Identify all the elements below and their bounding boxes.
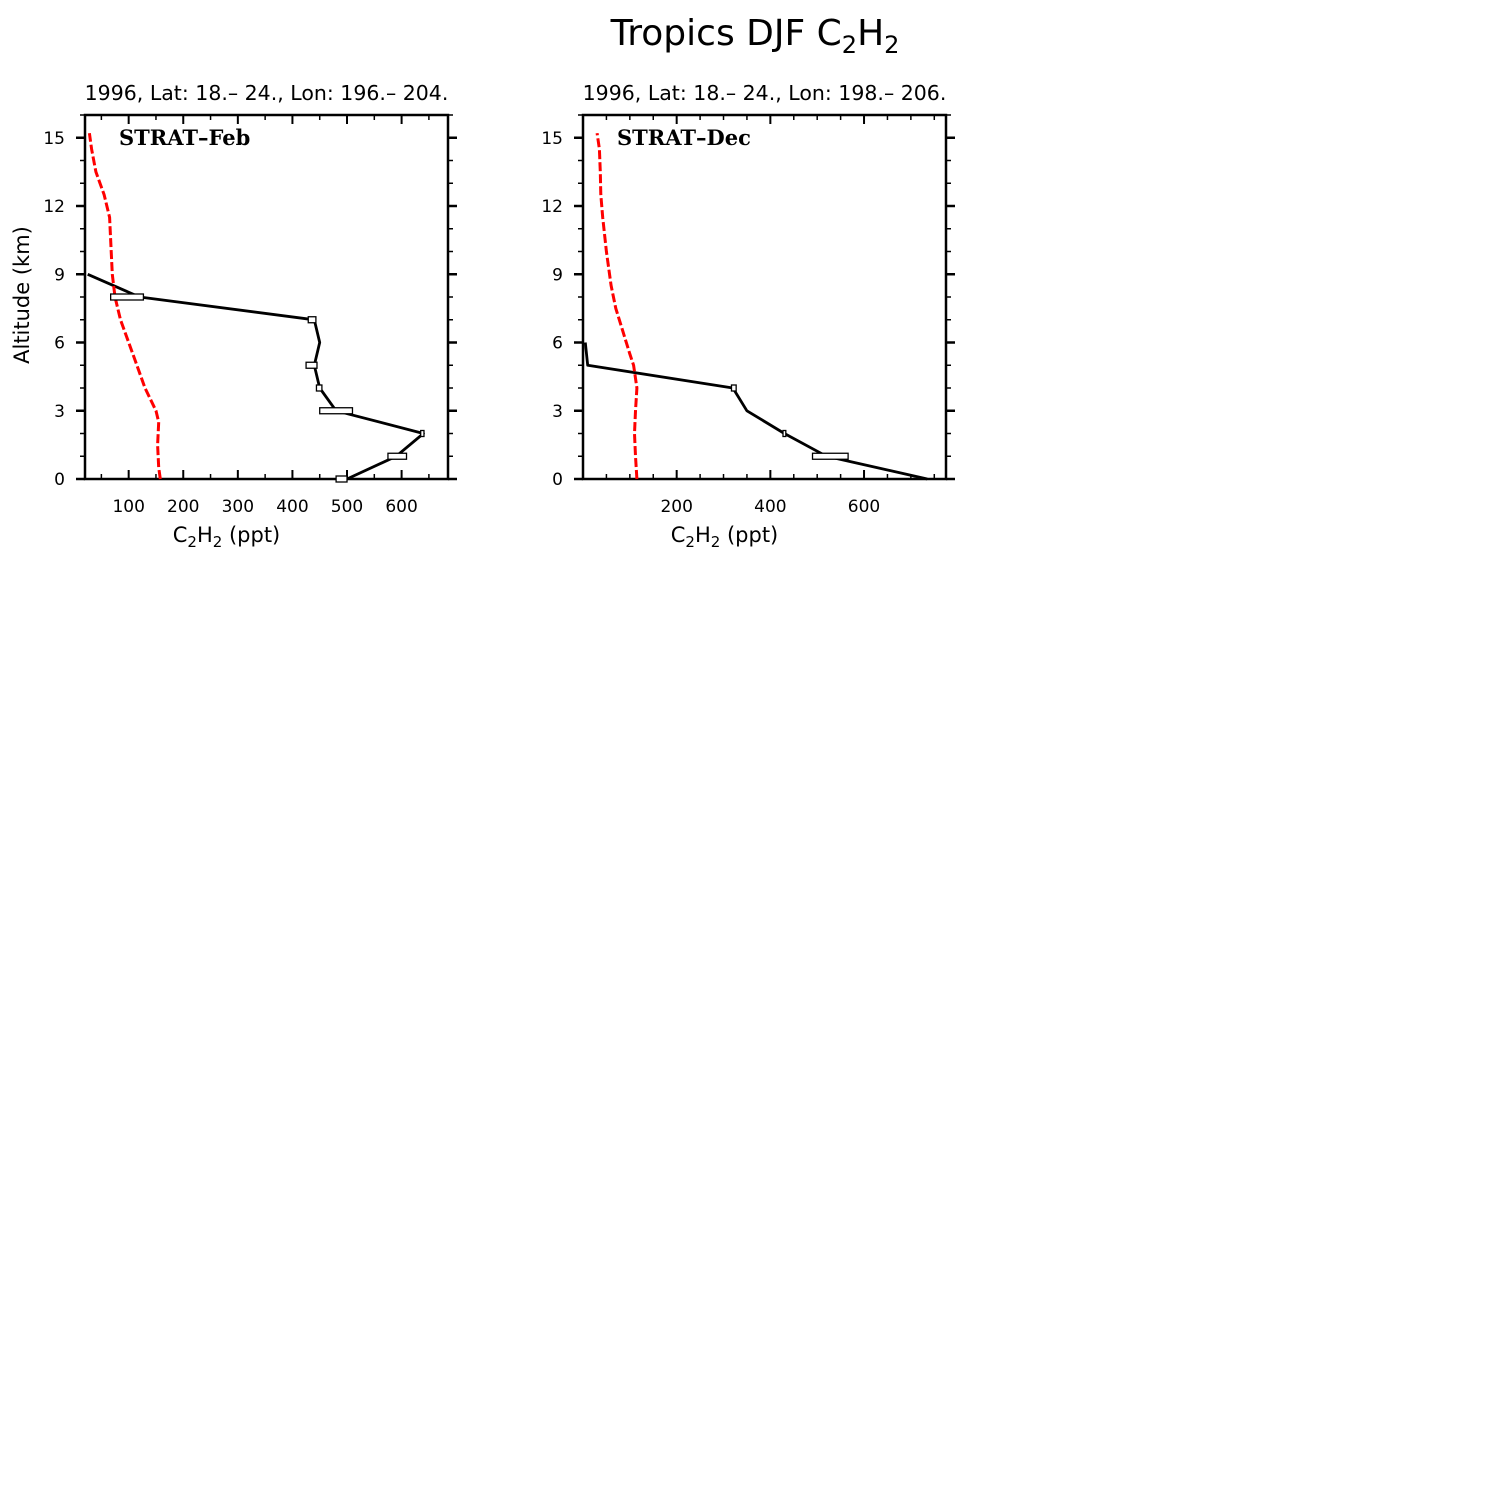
panel-label: STRAT–Feb [119, 125, 250, 150]
x-tick-label: 400 [754, 497, 786, 517]
y-tick-label: 9 [54, 265, 65, 285]
error-bar-box [811, 452, 849, 460]
error-bar-box [782, 429, 787, 438]
y-tick-label: 9 [552, 265, 563, 285]
y-tick-label: 0 [54, 470, 65, 490]
panel-subtitle: 1996, Lat: 18.– 24., Lon: 196.– 204. [85, 81, 449, 105]
error-bar-box [305, 361, 318, 369]
x-tick-label: 600 [385, 497, 417, 517]
y-tick-label: 6 [54, 334, 65, 354]
chart-panel-2: 1996, Lat: 18.– 24., Lon: 198.– 206. 200 4… [541, 81, 955, 551]
panel-subtitle: 1996, Lat: 18.– 24., Lon: 198.– 206. [583, 81, 947, 105]
y-tick-label: 3 [552, 402, 563, 422]
x-tick-label: 300 [222, 497, 254, 517]
model-profile-line [595, 132, 639, 480]
x-tick-label: 500 [331, 497, 363, 517]
error-bar-box [730, 384, 737, 392]
y-tick-label: 0 [552, 470, 563, 490]
x-axis-label: C2H2 (ppt) [671, 523, 779, 551]
error-bar-box [315, 384, 323, 392]
x-tick-label: 100 [112, 497, 144, 517]
y-tick-label: 15 [541, 129, 563, 149]
model-profile-line [87, 132, 162, 480]
error-bar-box [420, 429, 425, 438]
y-tick-label: 12 [43, 197, 65, 217]
x-tick-label: 400 [276, 497, 308, 517]
x-axis-label: C2H2 (ppt) [173, 523, 281, 551]
chart-panel-1: 1996, Lat: 18.– 24., Lon: 196.– 204. 100 2… [10, 81, 457, 551]
figure-title: Tropics DJF C2H2 [610, 13, 900, 59]
error-bar-box [110, 293, 145, 301]
x-tick-label: 200 [660, 497, 692, 517]
y-tick-label: 6 [552, 334, 563, 354]
y-tick-label: 3 [54, 402, 65, 422]
observed-profile-line [87, 273, 425, 481]
y-axis-label: Altitude (km) [10, 226, 34, 364]
x-tick-label: 200 [167, 497, 199, 517]
error-bar-box [307, 316, 317, 324]
error-bar-box [335, 475, 348, 483]
error-bar-box [387, 452, 408, 460]
panel-label: STRAT–Dec [617, 125, 751, 150]
y-tick-label: 15 [43, 129, 65, 149]
plot-frame [581, 113, 948, 481]
x-tick-label: 600 [848, 497, 880, 517]
error-bar-box [319, 407, 354, 415]
y-tick-label: 12 [541, 197, 563, 217]
